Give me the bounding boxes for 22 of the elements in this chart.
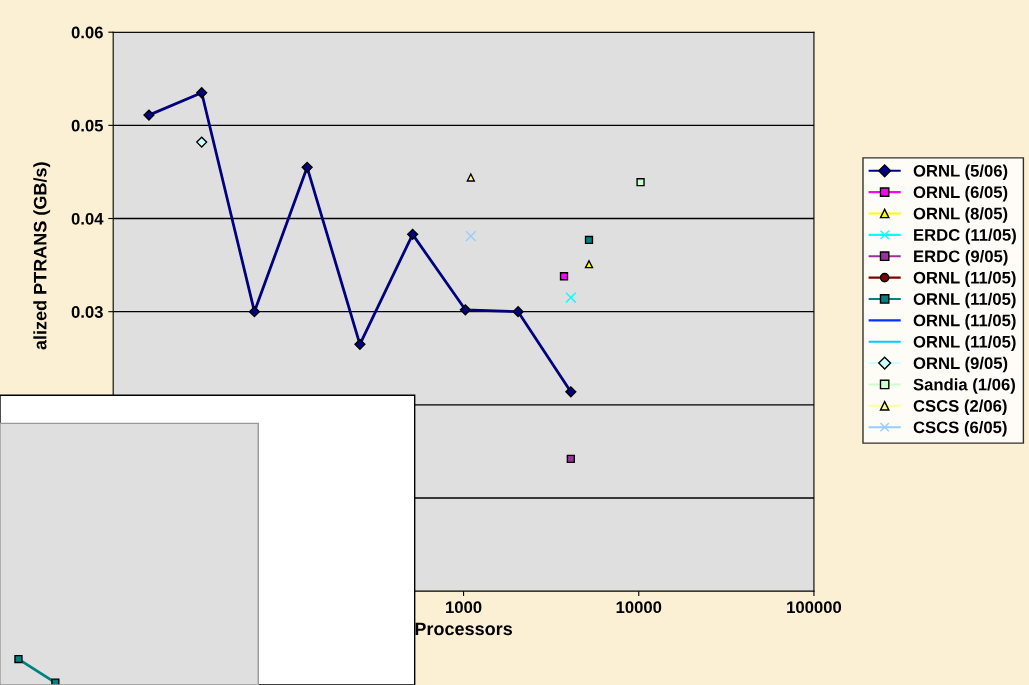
x-axis-title: Processors <box>415 622 513 636</box>
legend-label: ORNL (6/05) <box>913 185 1008 202</box>
legend-label: ERDC (11/05) <box>914 228 1016 245</box>
legend-label: CSCS (6/05) <box>913 420 1007 437</box>
legend-label: ORNL (8/05) <box>913 207 1008 223</box>
legend-label: CSCS (2/06) <box>913 399 1007 416</box>
legend-label: Sandia (1/06) <box>913 378 1015 394</box>
legend-label: ORNL (5/06) <box>913 164 1008 181</box>
y-axis-title: alized PTRANS (GB/s) <box>33 162 51 350</box>
legend-label: ORNL (11/05) <box>913 314 1016 330</box>
legend-label: ORNL (9/05) <box>913 356 1008 373</box>
x-tick-label: 10000 <box>616 601 662 614</box>
legend-label: ORNL (11/05) <box>913 292 1016 309</box>
legend-label: ORNL (11/05) <box>913 271 1016 287</box>
y-tick-label: 0.03 <box>71 306 103 318</box>
y-tick-label: 0.05 <box>71 119 104 132</box>
legend-label: ERDC (9/05) <box>914 249 1008 266</box>
y-tick-label: 0.06 <box>71 26 103 39</box>
y-tick-label: 0.04 <box>71 212 104 225</box>
x-tick-label: 100000 <box>787 601 842 614</box>
legend-label: ORNL (11/05) <box>913 335 1016 351</box>
x-tick-label: 1000 <box>446 601 482 614</box>
